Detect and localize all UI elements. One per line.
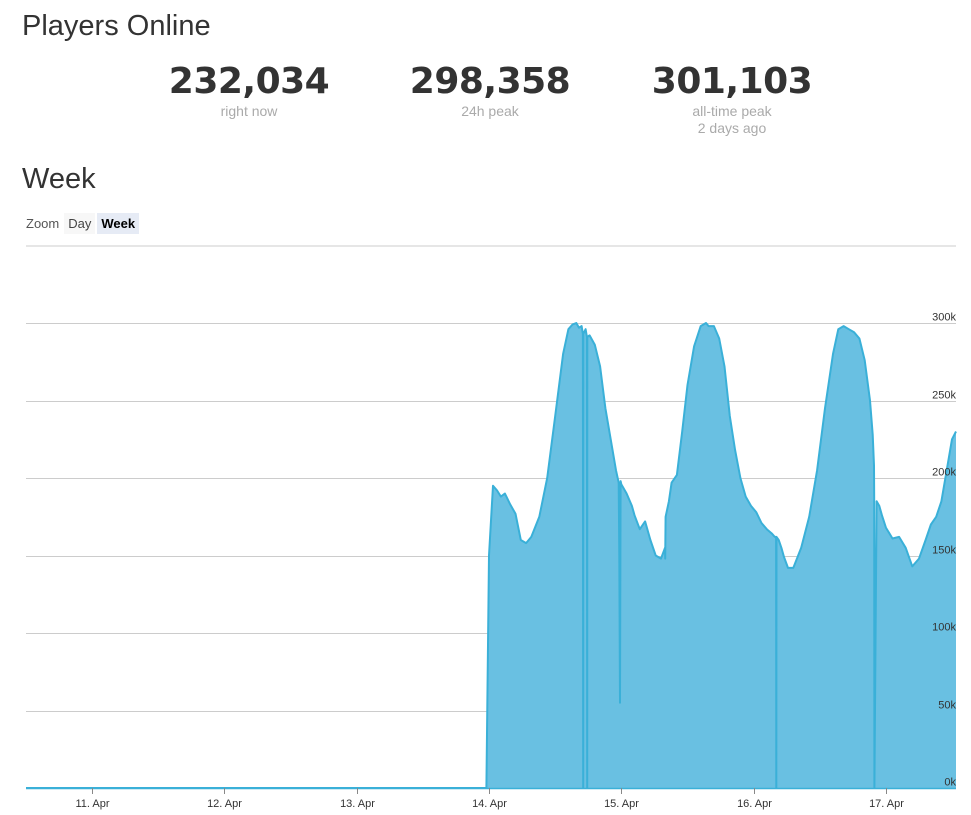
stat-24h-peak: 298,358 24h peak bbox=[380, 61, 600, 120]
stat-label: all-time peak bbox=[692, 103, 772, 119]
y-tick-label: 0k bbox=[944, 777, 956, 789]
stat-sublabel: 2 days ago bbox=[697, 120, 767, 136]
x-tick-label: 13. Apr bbox=[340, 798, 375, 810]
y-tick-label: 150k bbox=[932, 545, 956, 557]
zoom-label: Zoom bbox=[26, 216, 60, 231]
y-tick-label: 300k bbox=[932, 312, 956, 324]
series-area bbox=[26, 323, 956, 788]
section-title: Week bbox=[22, 163, 96, 195]
x-tick-label: 14. Apr bbox=[472, 798, 507, 810]
page-title: Players Online bbox=[22, 10, 211, 42]
area-layer bbox=[26, 322, 957, 789]
y-tick-label: 100k bbox=[932, 622, 956, 634]
stat-value: 301,103 bbox=[651, 61, 813, 102]
axis-layer: 0k 50k 100k 150k 200k 250k 300k 11. Apr 12. Apr 1… bbox=[26, 312, 956, 810]
stat-label: 24h peak bbox=[461, 103, 519, 119]
zoom-day-button[interactable]: Day bbox=[64, 213, 96, 234]
series-line bbox=[26, 322, 957, 789]
x-tick-label: 15. Apr bbox=[604, 798, 639, 810]
stat-current-players: 232,034 right now bbox=[139, 61, 359, 120]
x-tick-label: 11. Apr bbox=[75, 798, 109, 810]
stat-value: 232,034 bbox=[168, 61, 330, 102]
stat-all-time-peak: 301,103 all-time peak 2 days ago bbox=[622, 61, 842, 137]
y-tick-label: 50k bbox=[938, 700, 956, 712]
stat-value: 298,358 bbox=[409, 61, 571, 102]
stat-label: right now bbox=[220, 103, 278, 119]
x-tick-label: 16. Apr bbox=[737, 798, 772, 810]
zoom-week-button[interactable]: Week bbox=[97, 213, 140, 234]
x-tick-label: 12. Apr bbox=[207, 798, 242, 810]
x-tick-label: 17. Apr bbox=[869, 798, 904, 810]
zoom-control: Zoom Day Week bbox=[26, 213, 141, 234]
y-tick-label: 250k bbox=[932, 390, 956, 402]
y-tick-label: 200k bbox=[932, 467, 956, 479]
